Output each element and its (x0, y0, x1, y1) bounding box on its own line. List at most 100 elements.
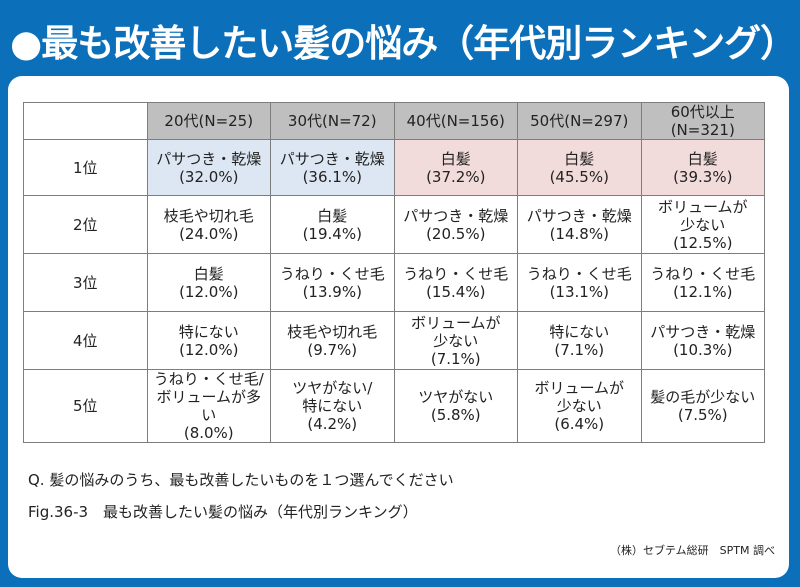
table-cell: ボリュームが 少ない (7.1%) (393, 311, 518, 370)
table-cell: 白髪 (19.4%) (270, 195, 395, 254)
table-cell: うねり・くせ毛 (13.9%) (270, 253, 395, 312)
rank-label: 5位 (23, 369, 148, 443)
corner-cell (23, 102, 148, 140)
cell-line: 特にない (549, 322, 610, 341)
table-cell: 枝毛や切れ毛 (24.0%) (146, 195, 271, 254)
rank-label: 1位 (23, 139, 148, 196)
cell-line: 髪の毛が少ない (650, 388, 756, 406)
table-cell: うねり・くせ毛 (13.1%) (517, 253, 642, 312)
table-cell: ツヤがない/特にない (4.2%) (270, 369, 395, 443)
cell-line: うねり・くせ毛 (526, 264, 632, 283)
cell-line: ボリュームが多い (156, 388, 262, 424)
cell-line: (20.5%) (426, 224, 486, 243)
cell-line: ボリュームが (534, 379, 625, 397)
cell-line: パサつき・乾燥 (279, 149, 385, 168)
cell-line: パサつき・乾燥 (403, 206, 509, 225)
rank-label: 3位 (23, 253, 148, 312)
table-cell: パサつき・乾燥 (20.5%) (393, 195, 518, 254)
cell-line: うねり・くせ毛 (650, 264, 756, 283)
cell-line: ツヤがない (418, 388, 494, 406)
cell-line: 特にない (178, 322, 239, 341)
cell-line: (32.0%) (179, 167, 239, 186)
cell-line: パサつき・乾燥 (526, 206, 632, 225)
cell-line: うねり・くせ毛 (279, 264, 385, 283)
table-cell: 白髪 (39.3%) (640, 139, 765, 196)
header-row: 20代(N=25) 30代(N=72) 40代(N=156) 50代(N=297… (23, 102, 765, 140)
table-row: 4位 特にない (12.0%) 枝毛や切れ毛 (9.7%) ボリュームが 少ない (7.1%)… (23, 311, 765, 370)
table-cell: 特にない (7.1%) (517, 311, 642, 370)
rank-label: 2位 (23, 195, 148, 254)
table-cell: パサつき・乾燥 (36.1%) (270, 139, 395, 196)
cell-line: 枝毛や切れ毛 (163, 206, 254, 225)
table-row: 1位 パサつき・乾燥 (32.0%) パサつき・乾燥 (36.1%) 白髪 (37.2%) 白… (23, 139, 765, 196)
cell-line: 枝毛や切れ毛 (287, 322, 378, 341)
cell-line: ボリュームが (410, 313, 501, 332)
cell-line: (12.5%) (673, 233, 733, 252)
cell-line: 白髪 (440, 149, 471, 168)
table-cell: パサつき・乾燥 (14.8%) (517, 195, 642, 254)
cell-line: 白髪 (564, 149, 595, 168)
table-cell: うねり・くせ毛 (12.1%) (640, 253, 765, 312)
cell-line: (10.3%) (673, 340, 733, 359)
cell-line: パサつき・乾燥 (156, 149, 262, 168)
table-body: 1位 パサつき・乾燥 (32.0%) パサつき・乾燥 (36.1%) 白髪 (37.2%) 白… (23, 139, 765, 443)
cell-line: 少ない (433, 331, 479, 350)
column-header: 40代(N=156) (393, 102, 518, 140)
table-cell: 白髪 (12.0%) (146, 253, 271, 312)
cell-line: (4.2%) (307, 415, 358, 433)
cell-line: (13.9%) (302, 282, 362, 301)
table-cell: うねり・くせ毛/ボリュームが多い (8.0%) (146, 369, 271, 443)
cell-line: ツヤがない/ (292, 379, 373, 397)
table-cell: 白髪 (37.2%) (393, 139, 518, 196)
cell-line: (7.5%) (677, 406, 728, 424)
table-row: 3位 白髪 (12.0%) うねり・くせ毛 (13.9%) うねり・くせ毛 (15.4%) う… (23, 253, 765, 312)
cell-line: 白髪 (317, 206, 348, 225)
cell-line: (15.4%) (426, 282, 486, 301)
rank-label: 4位 (23, 311, 148, 370)
table-cell: 枝毛や切れ毛 (9.7%) (270, 311, 395, 370)
table-row: 5位 うねり・くせ毛/ボリュームが多い (8.0%) ツヤがない/特にない (4.2%)… (23, 369, 765, 443)
cell-line: (13.1%) (549, 282, 609, 301)
column-header: 50代(N=297) (517, 102, 642, 140)
figure-caption: Fig.36-3 最も改善したい髪の悩み（年代別ランキング） (28, 503, 418, 521)
table-cell: パサつき・乾燥 (10.3%) (640, 311, 765, 370)
table-cell: 白髪 (45.5%) (517, 139, 642, 196)
column-header: 20代(N=25) (146, 102, 271, 140)
cell-line: うねり・くせ毛 (403, 264, 509, 283)
cell-line: (24.0%) (179, 224, 239, 243)
cell-line: (12.0%) (179, 340, 239, 359)
source-credit: （株）セブテム総研 SPTM 調べ (610, 544, 775, 557)
cell-line: (9.7%) (307, 340, 358, 359)
cell-line: パサつき・乾燥 (650, 322, 756, 341)
cell-line: (45.5%) (549, 167, 609, 186)
cell-line: (36.1%) (302, 167, 362, 186)
table-cell: ボリュームが 少ない (6.4%) (517, 369, 642, 443)
cell-line: (12.0%) (179, 282, 239, 301)
survey-question: Q. 髪の悩みのうち、最も改善したいものを１つ選んでください (28, 471, 454, 489)
cell-line: (8.0%) (183, 424, 234, 442)
table-cell: 髪の毛が少ない (7.5%) (640, 369, 765, 443)
table-cell: うねり・くせ毛 (15.4%) (393, 253, 518, 312)
cell-line: (5.8%) (430, 406, 481, 424)
cell-line: 白髪 (193, 264, 224, 283)
cell-line: 白髪 (687, 149, 718, 168)
cell-line: (7.1%) (554, 340, 605, 359)
table-cell: ボリュームが 少ない (12.5%) (640, 195, 765, 254)
table-cell: パサつき・乾燥 (32.0%) (146, 139, 271, 196)
cell-line: (37.2%) (426, 167, 486, 186)
table-row: 2位 枝毛や切れ毛 (24.0%) 白髪 (19.4%) パサつき・乾燥 (20.5%) パサ… (23, 195, 765, 254)
cell-line: 特にない (302, 397, 363, 415)
cell-line: (6.4%) (554, 415, 605, 433)
cell-line: (19.4%) (302, 224, 362, 243)
cell-line: うねり・くせ毛/ (153, 370, 264, 388)
cell-line: 少ない (680, 215, 726, 234)
cell-line: (14.8%) (549, 224, 609, 243)
cell-line: (7.1%) (430, 349, 481, 368)
page-title: ●最も改善したい髪の悩み（年代別ランキング） (10, 22, 797, 65)
content-panel: 20代(N=25) 30代(N=72) 40代(N=156) 50代(N=297… (8, 76, 789, 578)
column-header: 60代以上(N=321) (640, 102, 765, 140)
table-cell: 特にない (12.0%) (146, 311, 271, 370)
cell-line: ボリュームが (657, 197, 748, 216)
cell-line: 少ない (556, 397, 602, 415)
